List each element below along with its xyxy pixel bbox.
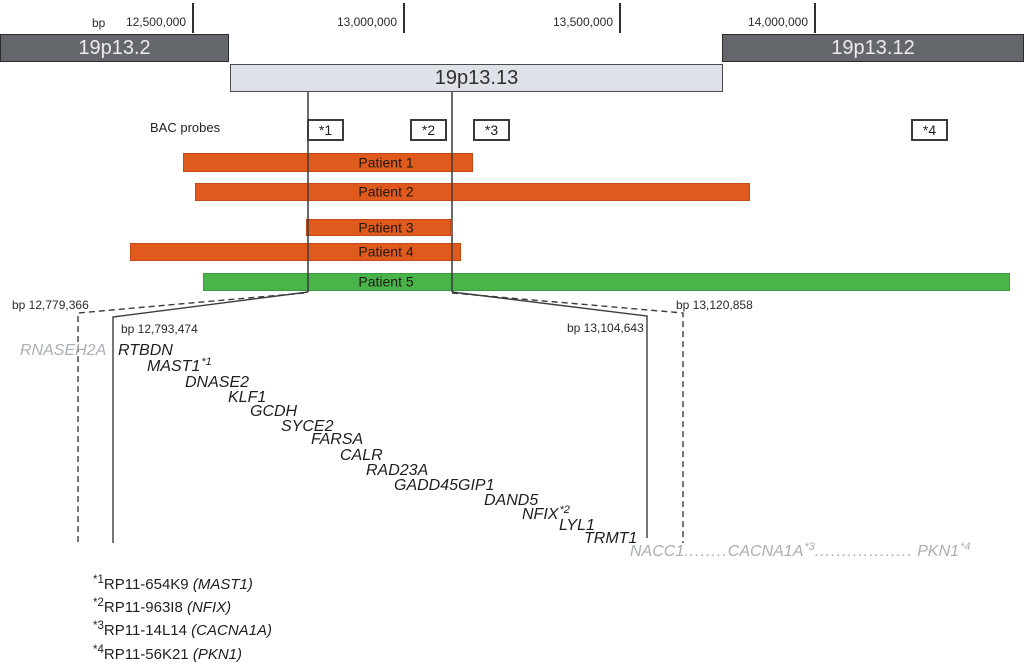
scale-tick-label: 12,500,000 [125, 15, 186, 29]
legend-gene-name: (CACNA1A) [191, 622, 273, 639]
gene-label-RAD23A: RAD23A [366, 462, 429, 479]
scale-tick [403, 3, 405, 33]
patient-bar: Patient 4 [130, 243, 461, 261]
patient-bar: Patient 2 [195, 183, 750, 201]
gene-label-PKN1: PKN1*4 [912, 541, 971, 560]
bac-probe-box: *3 [473, 119, 510, 141]
bac-probe-box: *2 [410, 119, 447, 141]
legend-gene-name: (PKN1) [192, 646, 243, 663]
callout-bp-label: bp 12,779,366 [12, 298, 89, 312]
scale-tick [619, 3, 621, 33]
legend-sup: *3 [93, 620, 104, 632]
gene-label-NACC1: NACC1 [630, 543, 685, 560]
flanking-genes-right: NACC1........CACNA1A*3..................… [630, 541, 971, 561]
scale-unit-label: bp [92, 16, 106, 30]
gene-label-CACNA1A: CACNA1A*3 [727, 541, 815, 560]
callout-bp-label: bp 12,793,474 [121, 322, 198, 336]
legend-gene-name: (MAST1) [192, 576, 253, 593]
legend-gene-name: (NFIX) [186, 599, 232, 616]
gene-label-CALR: CALR [340, 447, 383, 464]
gene-sup: *2 [559, 504, 570, 516]
patient-bar: Patient 5 [203, 273, 1010, 291]
scale-tick-label: 14,000,000 [747, 15, 808, 29]
legend-item: *3RP11-14L14 (CACNA1A) [93, 620, 273, 640]
legend-item: *4RP11-56K21 (PKN1) [93, 644, 243, 664]
scale-tick-label: 13,500,000 [552, 15, 613, 29]
legend-probe-name: RP11-963I8 [103, 599, 187, 616]
gene-label-GADD45GIP1: GADD45GIP1 [394, 477, 495, 494]
patient-bar: Patient 3 [306, 219, 451, 236]
legend-sup: *1 [93, 574, 104, 586]
gene-label-RNASEH2A: RNASEH2A [20, 342, 107, 359]
chromosome-band-19p13.12: 19p13.12 [722, 34, 1024, 62]
bac-probe-box: *4 [911, 119, 948, 141]
legend-probe-name: RP11-654K9 [103, 576, 193, 593]
chromosome-band-19p13.13: 19p13.13 [230, 64, 723, 92]
bac-probes-label: BAC probes [150, 120, 221, 135]
legend-sup: *2 [93, 597, 104, 609]
gene-sup: *3 [804, 541, 815, 553]
patient-bar-label: Patient 5 [358, 273, 414, 290]
scale-tick [192, 3, 194, 33]
bac-probe-box: *1 [307, 119, 344, 141]
dotted-leader: ........ [684, 543, 728, 560]
legend-probe-name: RP11-56K21 [103, 646, 193, 663]
legend-sup: *4 [93, 644, 104, 656]
patient-bar-label: Patient 2 [358, 183, 414, 200]
legend-item: *2RP11-963I8 (NFIX) [93, 597, 232, 617]
scale-tick [814, 3, 816, 33]
legend-probe-name: RP11-14L14 [103, 622, 192, 639]
dotted-leader: .................. [814, 543, 913, 560]
gene-label-FARSA: FARSA [311, 431, 364, 448]
gene-sup: *1 [201, 356, 212, 368]
gene-sup: *4 [960, 541, 971, 553]
patient-bar-label: Patient 4 [358, 243, 414, 260]
legend-item: *1RP11-654K9 (MAST1) [93, 574, 253, 594]
callout-bp-label: bp 13,120,858 [676, 298, 753, 312]
patient-bar-label: Patient 1 [358, 154, 414, 171]
patient-bar: Patient 1 [183, 153, 473, 172]
chromosome-band-19p13.2: 19p13.2 [0, 34, 229, 62]
patient-bar-label: Patient 3 [358, 219, 414, 236]
callout-bp-label: bp 13,104,643 [567, 321, 644, 335]
scale-tick-label: 13,000,000 [336, 15, 397, 29]
